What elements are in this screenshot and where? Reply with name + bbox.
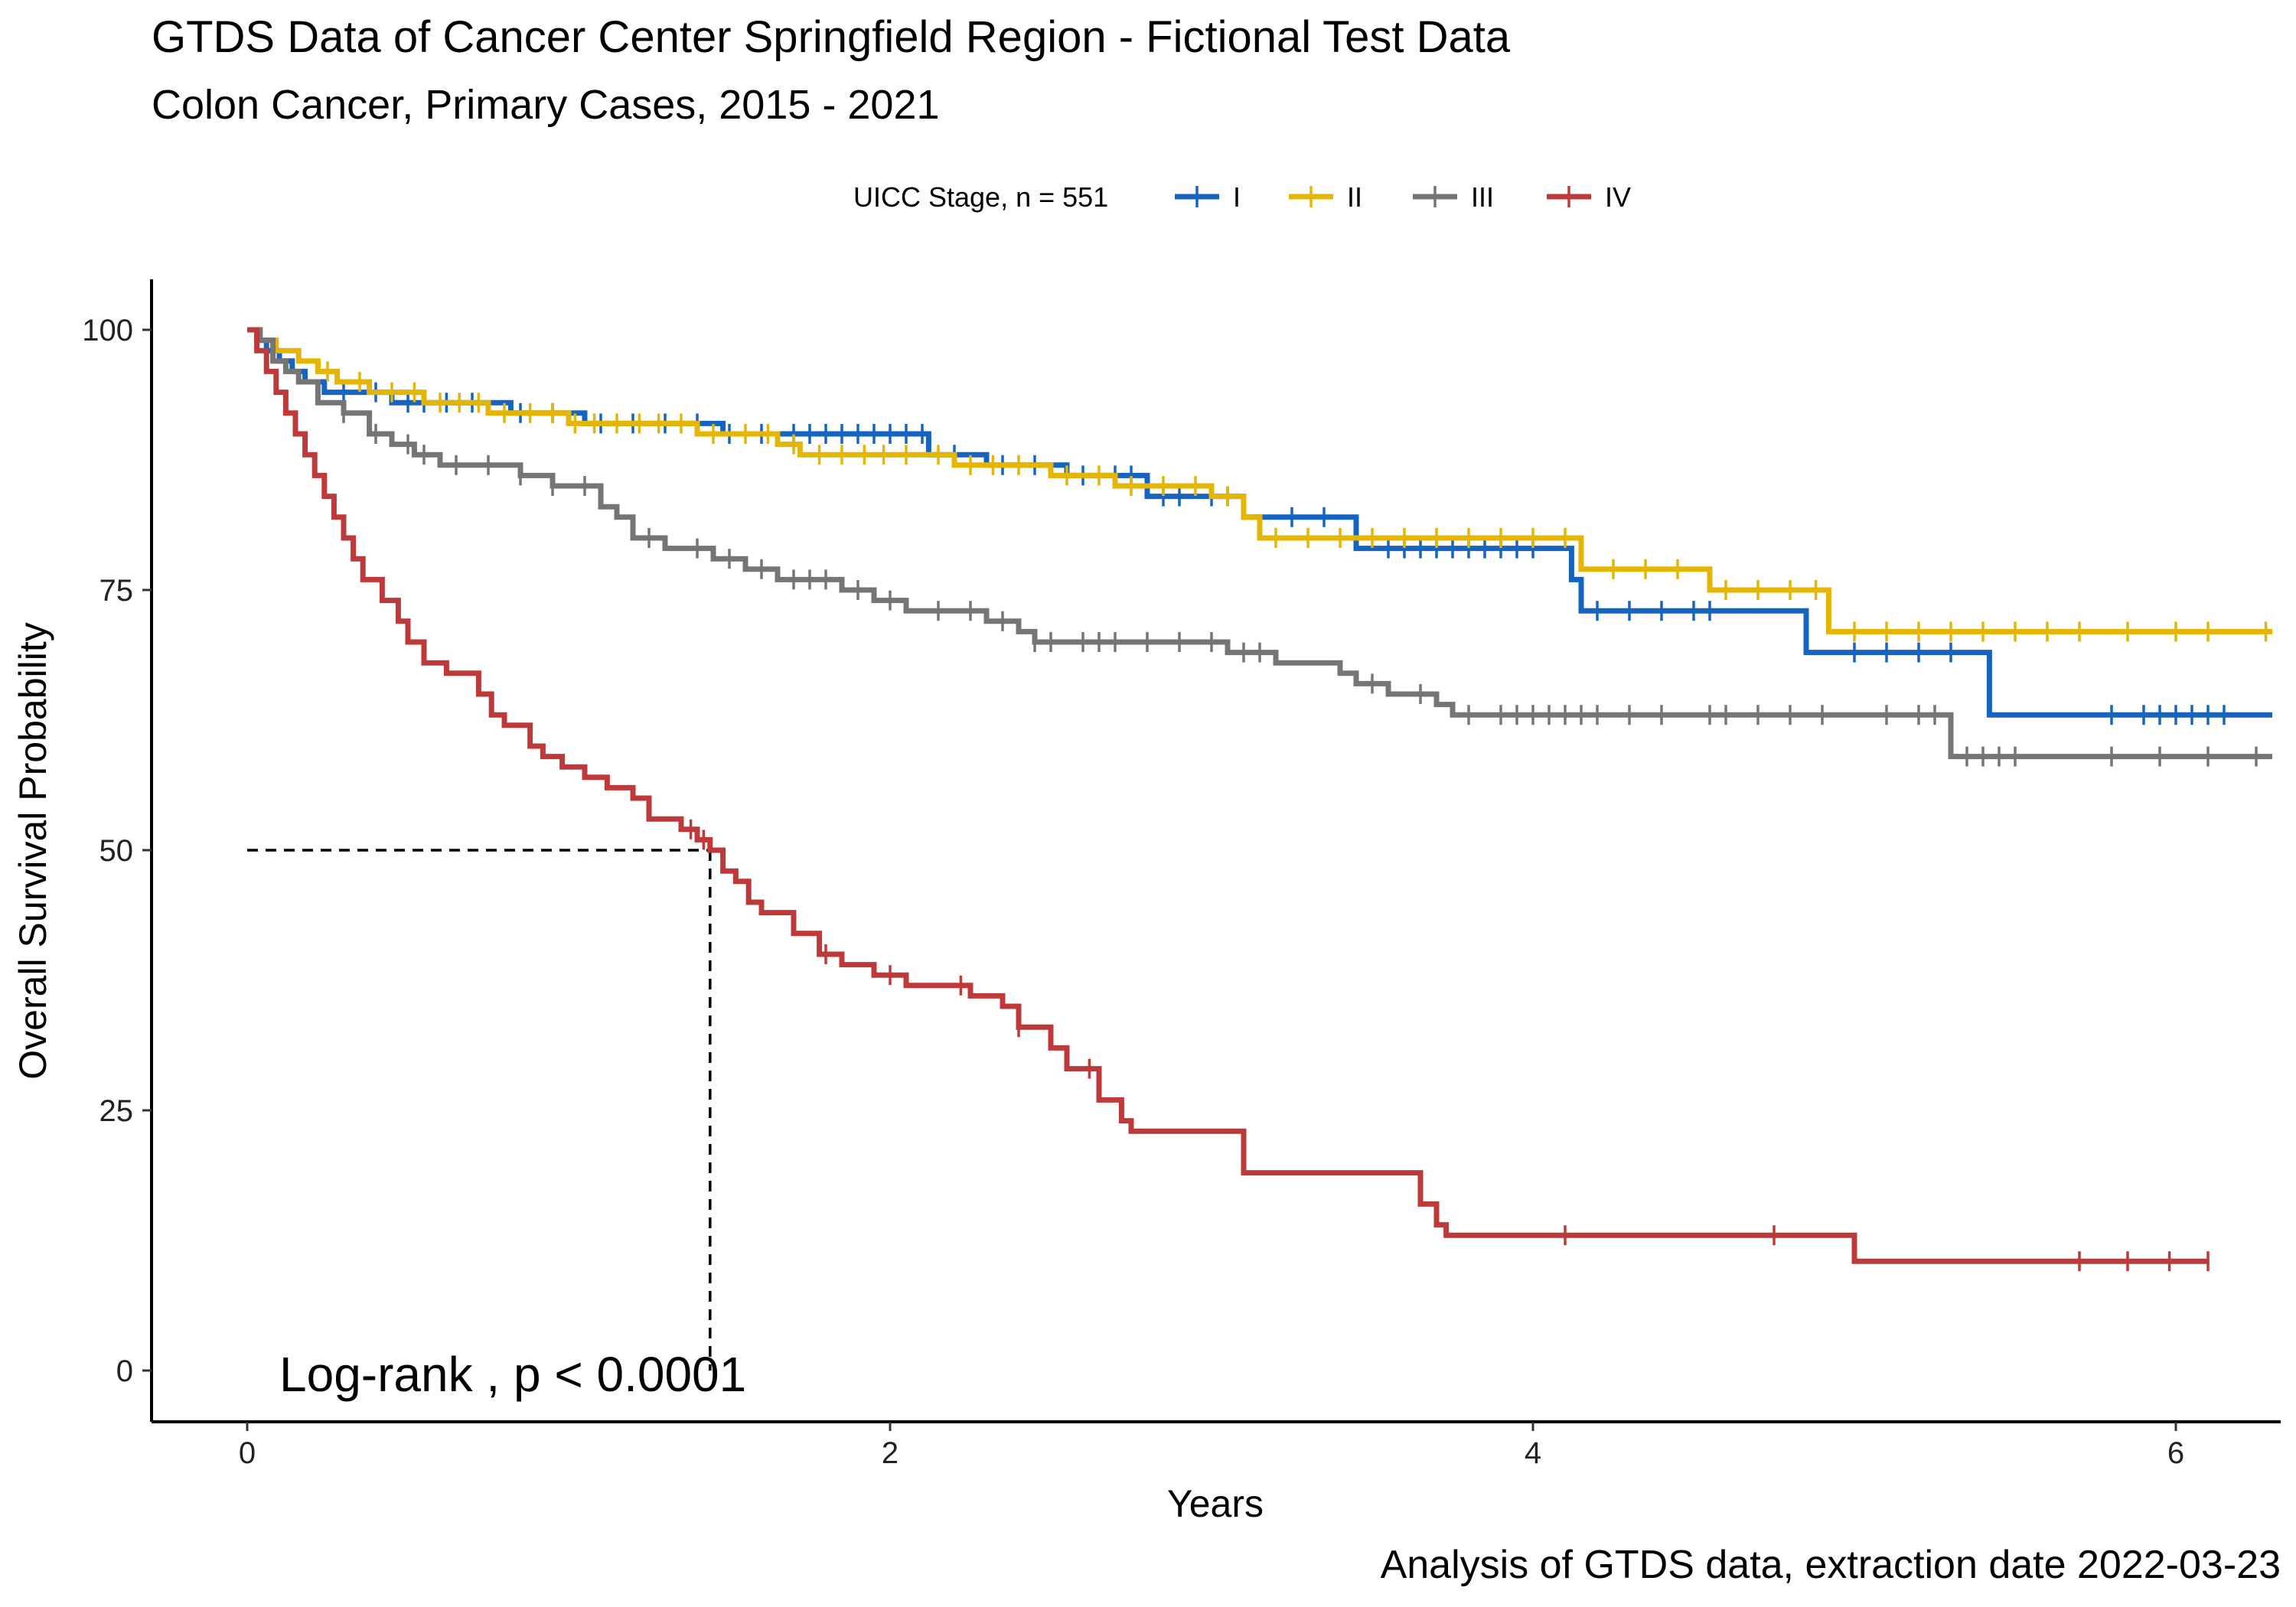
series-stage-I [247,327,2272,725]
chart-title: GTDS Data of Cancer Center Springfield R… [152,12,1511,62]
legend-item-stage-IV: IV [1547,181,1631,213]
y-tick-label: 100 [82,314,133,347]
x-tick-label: 6 [2167,1436,2184,1470]
x-tick-label: 4 [1525,1436,1541,1470]
plot-panel: 0 25 50 75 100 0 2 4 6 [82,279,2281,1470]
km-curve-stage-III [247,327,2272,760]
series-stage-IV [247,327,2210,1272]
legend-label: III [1471,181,1494,213]
chart-subtitle: Colon Cancer, Primary Cases, 2015 - 2021 [152,82,940,128]
km-curve-stage-II [247,327,2272,634]
x-axis-title: Years [1167,1482,1264,1525]
legend: UICC Stage, n = 551 I II III IV [853,181,1631,213]
y-tick-label: 0 [116,1354,133,1388]
y-axis-title: Overall Survival Probability [11,622,54,1079]
legend-title: UICC Stage, n = 551 [853,181,1108,213]
legend-item-stage-III: III [1413,181,1494,213]
chart-caption: Analysis of GTDS data, extraction date 2… [1381,1543,2281,1587]
logrank-annotation: Log-rank , p < 0.0001 [279,1347,746,1402]
y-tick-label: 75 [99,574,134,608]
y-tick-label: 25 [99,1094,134,1128]
legend-label: IV [1605,181,1631,213]
legend-label: I [1233,181,1241,213]
x-tick-label: 2 [882,1436,899,1470]
legend-item-stage-I: I [1175,181,1241,213]
legend-item-stage-II: II [1289,181,1362,213]
legend-label: II [1347,181,1362,213]
y-tick-label: 50 [99,834,134,868]
series-stage-II [247,327,2272,642]
x-tick-label: 0 [239,1436,256,1470]
series-stage-III [247,327,2272,767]
km-curve-stage-IV [247,327,2208,1264]
